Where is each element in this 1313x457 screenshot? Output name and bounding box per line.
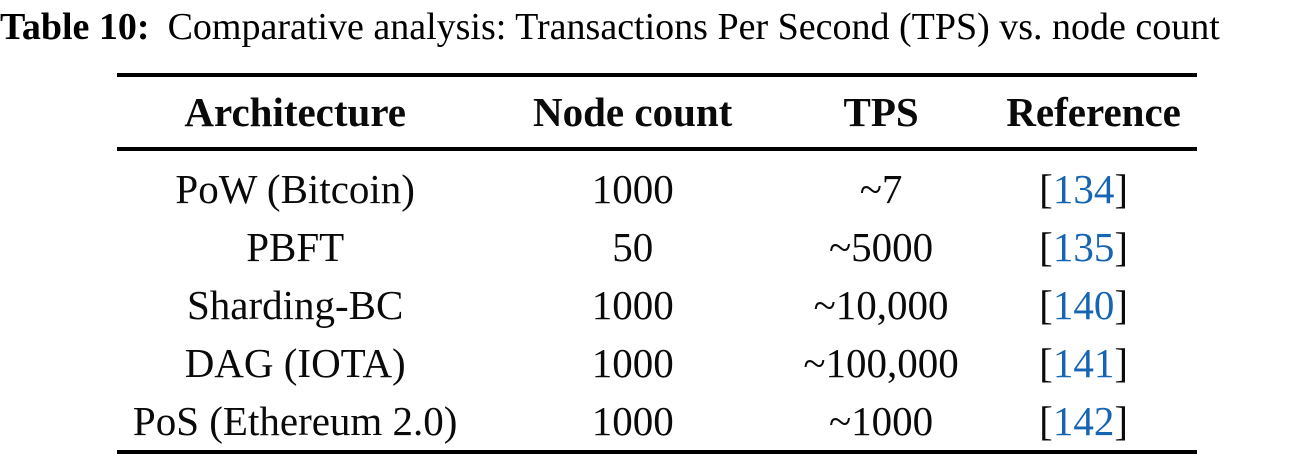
- table-row: Sharding-BC 1000 ~10,000 [140]: [117, 276, 1197, 334]
- cell-node-count: 1000: [591, 340, 674, 386]
- bracket-close: ]: [1114, 282, 1128, 328]
- header-row: Architecture Node count TPS Reference: [117, 75, 1197, 151]
- table-row: PBFT 50 ~5000 [135]: [117, 218, 1197, 276]
- header-reference: Reference: [970, 75, 1197, 151]
- header-architecture: Architecture: [117, 75, 474, 151]
- bracket-open: [: [1039, 224, 1053, 270]
- caption-label: Table 10:: [0, 6, 150, 48]
- cell-node-count: 50: [612, 224, 654, 270]
- cell-node-count: 1000: [591, 282, 674, 328]
- bracket-open: [: [1039, 340, 1053, 386]
- cell-architecture: PBFT: [246, 224, 345, 270]
- bracket-close: ]: [1114, 340, 1128, 386]
- header-tps: TPS: [791, 75, 971, 151]
- bracket-close: ]: [1114, 166, 1128, 212]
- caption-text: Comparative analysis: Transactions Per S…: [167, 6, 1220, 48]
- bracket-open: [: [1039, 398, 1053, 444]
- bracket-open: [: [1039, 282, 1053, 328]
- cell-reference: [141]: [970, 334, 1197, 392]
- row-spacer: [117, 149, 1197, 160]
- table-row: DAG (IOTA) 1000 ~100,000 [141]: [117, 334, 1197, 392]
- cell-architecture: Sharding-BC: [186, 282, 404, 328]
- cell-tps: ~7: [859, 166, 903, 212]
- cell-tps: ~5000: [828, 224, 934, 270]
- cell-reference: [142]: [970, 392, 1197, 452]
- cell-tps: ~100,000: [803, 340, 959, 386]
- table-caption: Table 10: Comparative analysis: Transacti…: [0, 4, 1313, 52]
- cell-tps: ~1000: [828, 398, 934, 444]
- bracket-close: ]: [1114, 224, 1128, 270]
- cell-node-count: 1000: [591, 398, 674, 444]
- citation-link[interactable]: 135: [1052, 224, 1115, 270]
- cell-architecture: DAG (IOTA): [184, 340, 406, 386]
- tps-comparison-table: Architecture Node count TPS Reference Po…: [117, 73, 1197, 454]
- citation-link[interactable]: 141: [1052, 340, 1115, 386]
- header-node-count: Node count: [473, 75, 792, 151]
- cell-reference: [135]: [970, 218, 1197, 276]
- cell-architecture: PoS (Ethereum 2.0): [132, 398, 458, 444]
- bracket-open: [: [1039, 166, 1053, 212]
- citation-link[interactable]: 140: [1052, 282, 1115, 328]
- cell-tps: ~10,000: [813, 282, 949, 328]
- cell-node-count: 1000: [591, 166, 674, 212]
- cell-reference: [140]: [970, 276, 1197, 334]
- citation-link[interactable]: 142: [1052, 398, 1115, 444]
- table-row: PoS (Ethereum 2.0) 1000 ~1000 [142]: [117, 392, 1197, 452]
- cell-architecture: PoW (Bitcoin): [175, 166, 415, 212]
- cell-reference: [134]: [970, 160, 1197, 218]
- citation-link[interactable]: 134: [1052, 166, 1115, 212]
- table-row: PoW (Bitcoin) 1000 ~7 [134]: [117, 160, 1197, 218]
- bracket-close: ]: [1114, 398, 1128, 444]
